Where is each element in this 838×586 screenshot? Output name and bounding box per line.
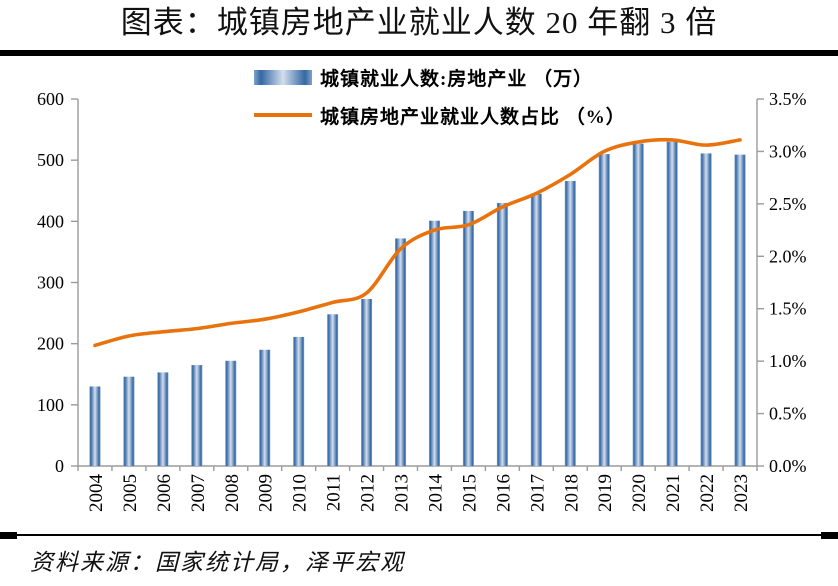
bar-2023 xyxy=(734,154,746,466)
bar-2005 xyxy=(123,376,135,466)
bar-2018 xyxy=(564,180,576,467)
bar-2010 xyxy=(293,336,305,466)
svg-text:2023: 2023 xyxy=(731,474,752,512)
svg-text:500: 500 xyxy=(37,150,64,170)
svg-text:600: 600 xyxy=(37,89,64,109)
bar-2006 xyxy=(157,372,169,466)
chart-canvas: 0 100 200 300 400 500 600 0.0% 0.5% 1.0% 1.5% 2.0% 2… xyxy=(37,89,807,513)
bar-2021 xyxy=(666,141,678,467)
svg-text:2004: 2004 xyxy=(86,474,107,513)
svg-text:2016: 2016 xyxy=(493,474,514,512)
y-axis-right: 0.0% 0.5% 1.0% 1.5% 2.0% 2.5% 3.0% 3.5% xyxy=(757,89,807,476)
bar-series-swatch-icon xyxy=(254,69,312,85)
svg-text:3.0%: 3.0% xyxy=(769,141,807,161)
bar-2020 xyxy=(632,143,644,466)
chart-area: 0 100 200 300 400 500 600 0.0% 0.5% 1.0% 1.5% 2.0% 2… xyxy=(0,60,838,530)
y-axis-left: 0 100 200 300 400 500 600 xyxy=(37,89,78,476)
svg-text:200: 200 xyxy=(37,334,64,354)
x-axis-ticks xyxy=(77,466,758,471)
svg-text:2013: 2013 xyxy=(392,474,413,512)
svg-text:2010: 2010 xyxy=(290,474,311,512)
legend-item-bars: 城镇就业人数:房地产业 （万） xyxy=(254,66,626,90)
bar-2011 xyxy=(327,314,339,466)
svg-text:2021: 2021 xyxy=(663,474,684,512)
bar-2017 xyxy=(530,193,542,466)
top-rule xyxy=(0,50,838,56)
bar-2022 xyxy=(700,153,712,466)
svg-text:2011: 2011 xyxy=(324,474,345,511)
bar-series-label: 城镇就业人数:房地产业 （万） xyxy=(320,68,594,90)
svg-text:1.0%: 1.0% xyxy=(769,351,807,371)
bar-2016 xyxy=(496,202,508,466)
svg-text:2015: 2015 xyxy=(459,474,480,512)
bar-2008 xyxy=(225,360,237,466)
svg-text:2007: 2007 xyxy=(188,474,209,512)
svg-text:400: 400 xyxy=(37,211,64,231)
line-series-swatch-icon xyxy=(254,113,312,117)
svg-text:2017: 2017 xyxy=(527,474,548,512)
x-tick-labels: 2004 2005 2006 2007 2008 2009 2010 2011 2012 2013… xyxy=(86,474,752,513)
svg-text:2005: 2005 xyxy=(120,474,141,512)
source-note: 资料来源：国家统计局，泽平宏观 xyxy=(30,550,405,575)
svg-text:100: 100 xyxy=(37,395,64,415)
bar-2015 xyxy=(462,210,474,466)
svg-text:2022: 2022 xyxy=(697,474,718,512)
svg-text:2.0%: 2.0% xyxy=(769,246,807,266)
svg-text:2018: 2018 xyxy=(561,474,582,512)
svg-text:0.5%: 0.5% xyxy=(769,404,807,424)
bottom-rule-right-cap xyxy=(821,532,838,539)
line-series-label: 城镇房地产业就业人数占比 （%） xyxy=(320,106,626,128)
legend-item-line: 城镇房地产业就业人数占比 （%） xyxy=(254,104,626,128)
bar-2013 xyxy=(395,238,407,466)
svg-text:2.5%: 2.5% xyxy=(769,194,807,214)
bar-2019 xyxy=(598,154,610,467)
svg-text:2020: 2020 xyxy=(629,474,650,512)
chart-legend: 城镇就业人数:房地产业 （万） 城镇房地产业就业人数占比 （%） xyxy=(254,66,626,142)
svg-text:0.0%: 0.0% xyxy=(769,456,807,476)
svg-text:1.5%: 1.5% xyxy=(769,299,807,319)
svg-text:300: 300 xyxy=(37,273,64,293)
bar-2012 xyxy=(361,299,373,466)
svg-text:0: 0 xyxy=(55,456,64,476)
bottom-rule-line xyxy=(0,534,838,536)
bar-2009 xyxy=(259,349,271,466)
svg-text:2014: 2014 xyxy=(425,474,446,513)
line-series xyxy=(93,137,742,348)
chart-title: 图表：城镇房地产业就业人数 20 年翻 3 倍 xyxy=(120,5,718,40)
svg-text:2009: 2009 xyxy=(256,474,277,512)
bars-series xyxy=(89,141,746,467)
svg-text:3.5%: 3.5% xyxy=(769,89,807,109)
svg-text:2008: 2008 xyxy=(222,474,243,512)
axes xyxy=(77,99,758,467)
svg-text:2019: 2019 xyxy=(595,474,616,512)
bottom-rule xyxy=(0,532,838,539)
bottom-rule-left-cap xyxy=(0,532,17,539)
svg-text:2006: 2006 xyxy=(154,474,175,512)
bar-2004 xyxy=(89,386,101,466)
bar-2014 xyxy=(428,220,440,466)
bar-2007 xyxy=(191,365,203,466)
svg-text:2012: 2012 xyxy=(358,474,379,512)
